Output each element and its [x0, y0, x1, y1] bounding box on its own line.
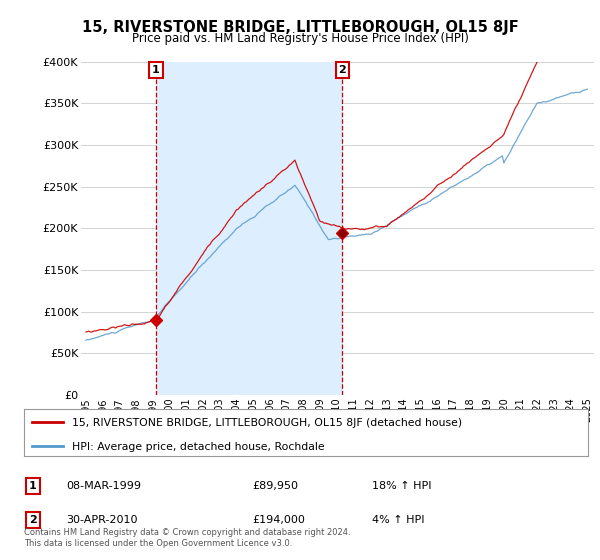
Text: 18% ↑ HPI: 18% ↑ HPI: [372, 481, 431, 491]
Text: 2: 2: [338, 65, 346, 75]
Bar: [156, 62, 342, 395]
Text: 15, RIVERSTONE BRIDGE, LITTLEBOROUGH, OL15 8JF: 15, RIVERSTONE BRIDGE, LITTLEBOROUGH, OL…: [82, 20, 518, 35]
Text: 1: 1: [152, 65, 160, 75]
Text: 30-APR-2010: 30-APR-2010: [66, 515, 137, 525]
Text: 15, RIVERSTONE BRIDGE, LITTLEBOROUGH, OL15 8JF (detached house): 15, RIVERSTONE BRIDGE, LITTLEBOROUGH, OL…: [72, 418, 462, 428]
Text: 1: 1: [29, 481, 37, 491]
Text: £89,950: £89,950: [252, 481, 298, 491]
Text: 4% ↑ HPI: 4% ↑ HPI: [372, 515, 425, 525]
Text: 2: 2: [29, 515, 37, 525]
Text: £194,000: £194,000: [252, 515, 305, 525]
Text: Contains HM Land Registry data © Crown copyright and database right 2024.
This d: Contains HM Land Registry data © Crown c…: [24, 528, 350, 548]
Text: 08-MAR-1999: 08-MAR-1999: [66, 481, 141, 491]
Text: Price paid vs. HM Land Registry's House Price Index (HPI): Price paid vs. HM Land Registry's House …: [131, 32, 469, 45]
Text: HPI: Average price, detached house, Rochdale: HPI: Average price, detached house, Roch…: [72, 442, 325, 452]
